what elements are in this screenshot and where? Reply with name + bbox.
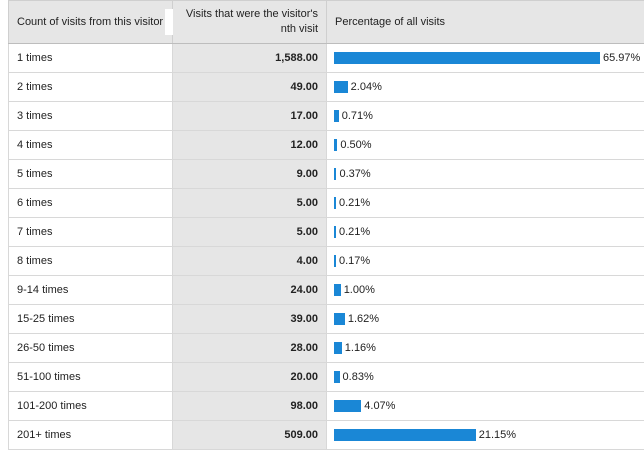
percentage-text: 4.07% bbox=[364, 400, 396, 413]
table-row: 26-50 times 28.00 1.16% bbox=[8, 333, 644, 363]
row-visits: 98.00 bbox=[172, 391, 327, 421]
row-label: 26-50 times bbox=[8, 333, 173, 363]
table-row: 3 times 17.00 0.71% bbox=[8, 101, 644, 131]
row-visits: 1,588.00 bbox=[172, 43, 327, 73]
percentage-text: 21.15% bbox=[478, 429, 517, 442]
row-label: 2 times bbox=[8, 72, 173, 102]
row-percentage: 0.71% bbox=[326, 101, 644, 131]
percentage-text: 0.21% bbox=[339, 197, 371, 210]
row-label: 15-25 times bbox=[8, 304, 173, 334]
row-percentage: 0.83% bbox=[326, 362, 644, 392]
row-label: 4 times bbox=[8, 130, 173, 160]
row-label: 101-200 times bbox=[8, 391, 173, 421]
percentage-text: 0.21% bbox=[339, 226, 371, 239]
table-row: 15-25 times 39.00 1.62% bbox=[8, 304, 644, 334]
row-label: 8 times bbox=[8, 246, 173, 276]
row-percentage: 0.17% bbox=[326, 246, 644, 276]
row-percentage: 0.21% bbox=[326, 188, 644, 218]
row-visits: 5.00 bbox=[172, 217, 327, 247]
percentage-text: 0.37% bbox=[339, 168, 371, 181]
table-row: 7 times 5.00 0.21% bbox=[8, 217, 644, 247]
percentage-bar bbox=[334, 168, 337, 181]
visit-count-table: Count of visits from this visitor Visits… bbox=[8, 0, 644, 450]
percentage-bar bbox=[334, 400, 362, 413]
row-visits: 509.00 bbox=[172, 420, 327, 450]
table-row: 6 times 5.00 0.21% bbox=[8, 188, 644, 218]
percentage-text: 65.97% bbox=[603, 52, 641, 65]
percentage-text: 0.71% bbox=[341, 110, 373, 123]
row-percentage: 4.07% bbox=[326, 391, 644, 421]
header-percentage[interactable]: Percentage of all visits bbox=[326, 0, 644, 44]
table-row: 8 times 4.00 0.17% bbox=[8, 246, 644, 276]
percentage-bar bbox=[334, 226, 336, 239]
row-percentage: 1.16% bbox=[326, 333, 644, 363]
header-row: Count of visits from this visitor Visits… bbox=[8, 0, 644, 44]
percentage-bar bbox=[334, 139, 338, 152]
row-visits: 17.00 bbox=[172, 101, 327, 131]
row-percentage: 1.62% bbox=[326, 304, 644, 334]
table-row: 9-14 times 24.00 1.00% bbox=[8, 275, 644, 305]
percentage-bar bbox=[334, 197, 336, 210]
row-percentage: 0.50% bbox=[326, 130, 644, 160]
row-percentage: 0.21% bbox=[326, 217, 644, 247]
row-visits: 5.00 bbox=[172, 188, 327, 218]
percentage-bar bbox=[334, 284, 341, 297]
percentage-bar bbox=[334, 429, 476, 442]
row-label: 5 times bbox=[8, 159, 173, 189]
row-percentage: 1.00% bbox=[326, 275, 644, 305]
percentage-bar bbox=[334, 371, 340, 384]
table-row: 2 times 49.00 2.04% bbox=[8, 72, 644, 102]
percentage-bar bbox=[334, 52, 600, 65]
row-label: 7 times bbox=[8, 217, 173, 247]
table-row: 101-200 times 98.00 4.07% bbox=[8, 391, 644, 421]
row-label: 3 times bbox=[8, 101, 173, 131]
row-visits: 28.00 bbox=[172, 333, 327, 363]
percentage-bar bbox=[334, 255, 336, 268]
row-label: 51-100 times bbox=[8, 362, 173, 392]
row-percentage: 0.37% bbox=[326, 159, 644, 189]
table-row: 5 times 9.00 0.37% bbox=[8, 159, 644, 189]
row-visits: 9.00 bbox=[172, 159, 327, 189]
row-percentage: 21.15% bbox=[326, 420, 644, 450]
percentage-text: 0.17% bbox=[339, 255, 371, 268]
percentage-bar bbox=[334, 110, 339, 123]
row-label: 1 times bbox=[8, 43, 173, 73]
percentage-text: 0.50% bbox=[340, 139, 372, 152]
row-label: 6 times bbox=[8, 188, 173, 218]
row-percentage: 65.97% bbox=[326, 43, 644, 73]
row-label: 201+ times bbox=[8, 420, 173, 450]
row-label: 9-14 times bbox=[8, 275, 173, 305]
header-count[interactable]: Count of visits from this visitor bbox=[8, 0, 174, 44]
row-visits: 49.00 bbox=[172, 72, 327, 102]
percentage-bar bbox=[334, 81, 348, 94]
percentage-text: 1.62% bbox=[347, 313, 380, 326]
percentage-bar bbox=[334, 313, 345, 326]
header-visits[interactable]: Visits that were the visitor's nth visit bbox=[172, 0, 327, 44]
row-visits: 4.00 bbox=[172, 246, 327, 276]
percentage-text: 1.16% bbox=[344, 342, 376, 355]
header-marker bbox=[165, 9, 174, 35]
row-visits: 20.00 bbox=[172, 362, 327, 392]
percentage-bar bbox=[334, 342, 342, 355]
percentage-text: 1.00% bbox=[343, 284, 375, 297]
table-row: 51-100 times 20.00 0.83% bbox=[8, 362, 644, 392]
row-visits: 39.00 bbox=[172, 304, 327, 334]
row-percentage: 2.04% bbox=[326, 72, 644, 102]
table-row: 4 times 12.00 0.50% bbox=[8, 130, 644, 160]
table-row: 1 times 1,588.00 65.97% bbox=[8, 43, 644, 73]
table-row: 201+ times 509.00 21.15% bbox=[8, 420, 644, 450]
row-visits: 24.00 bbox=[172, 275, 327, 305]
percentage-text: 2.04% bbox=[350, 81, 382, 94]
row-visits: 12.00 bbox=[172, 130, 327, 160]
percentage-text: 0.83% bbox=[342, 371, 374, 384]
